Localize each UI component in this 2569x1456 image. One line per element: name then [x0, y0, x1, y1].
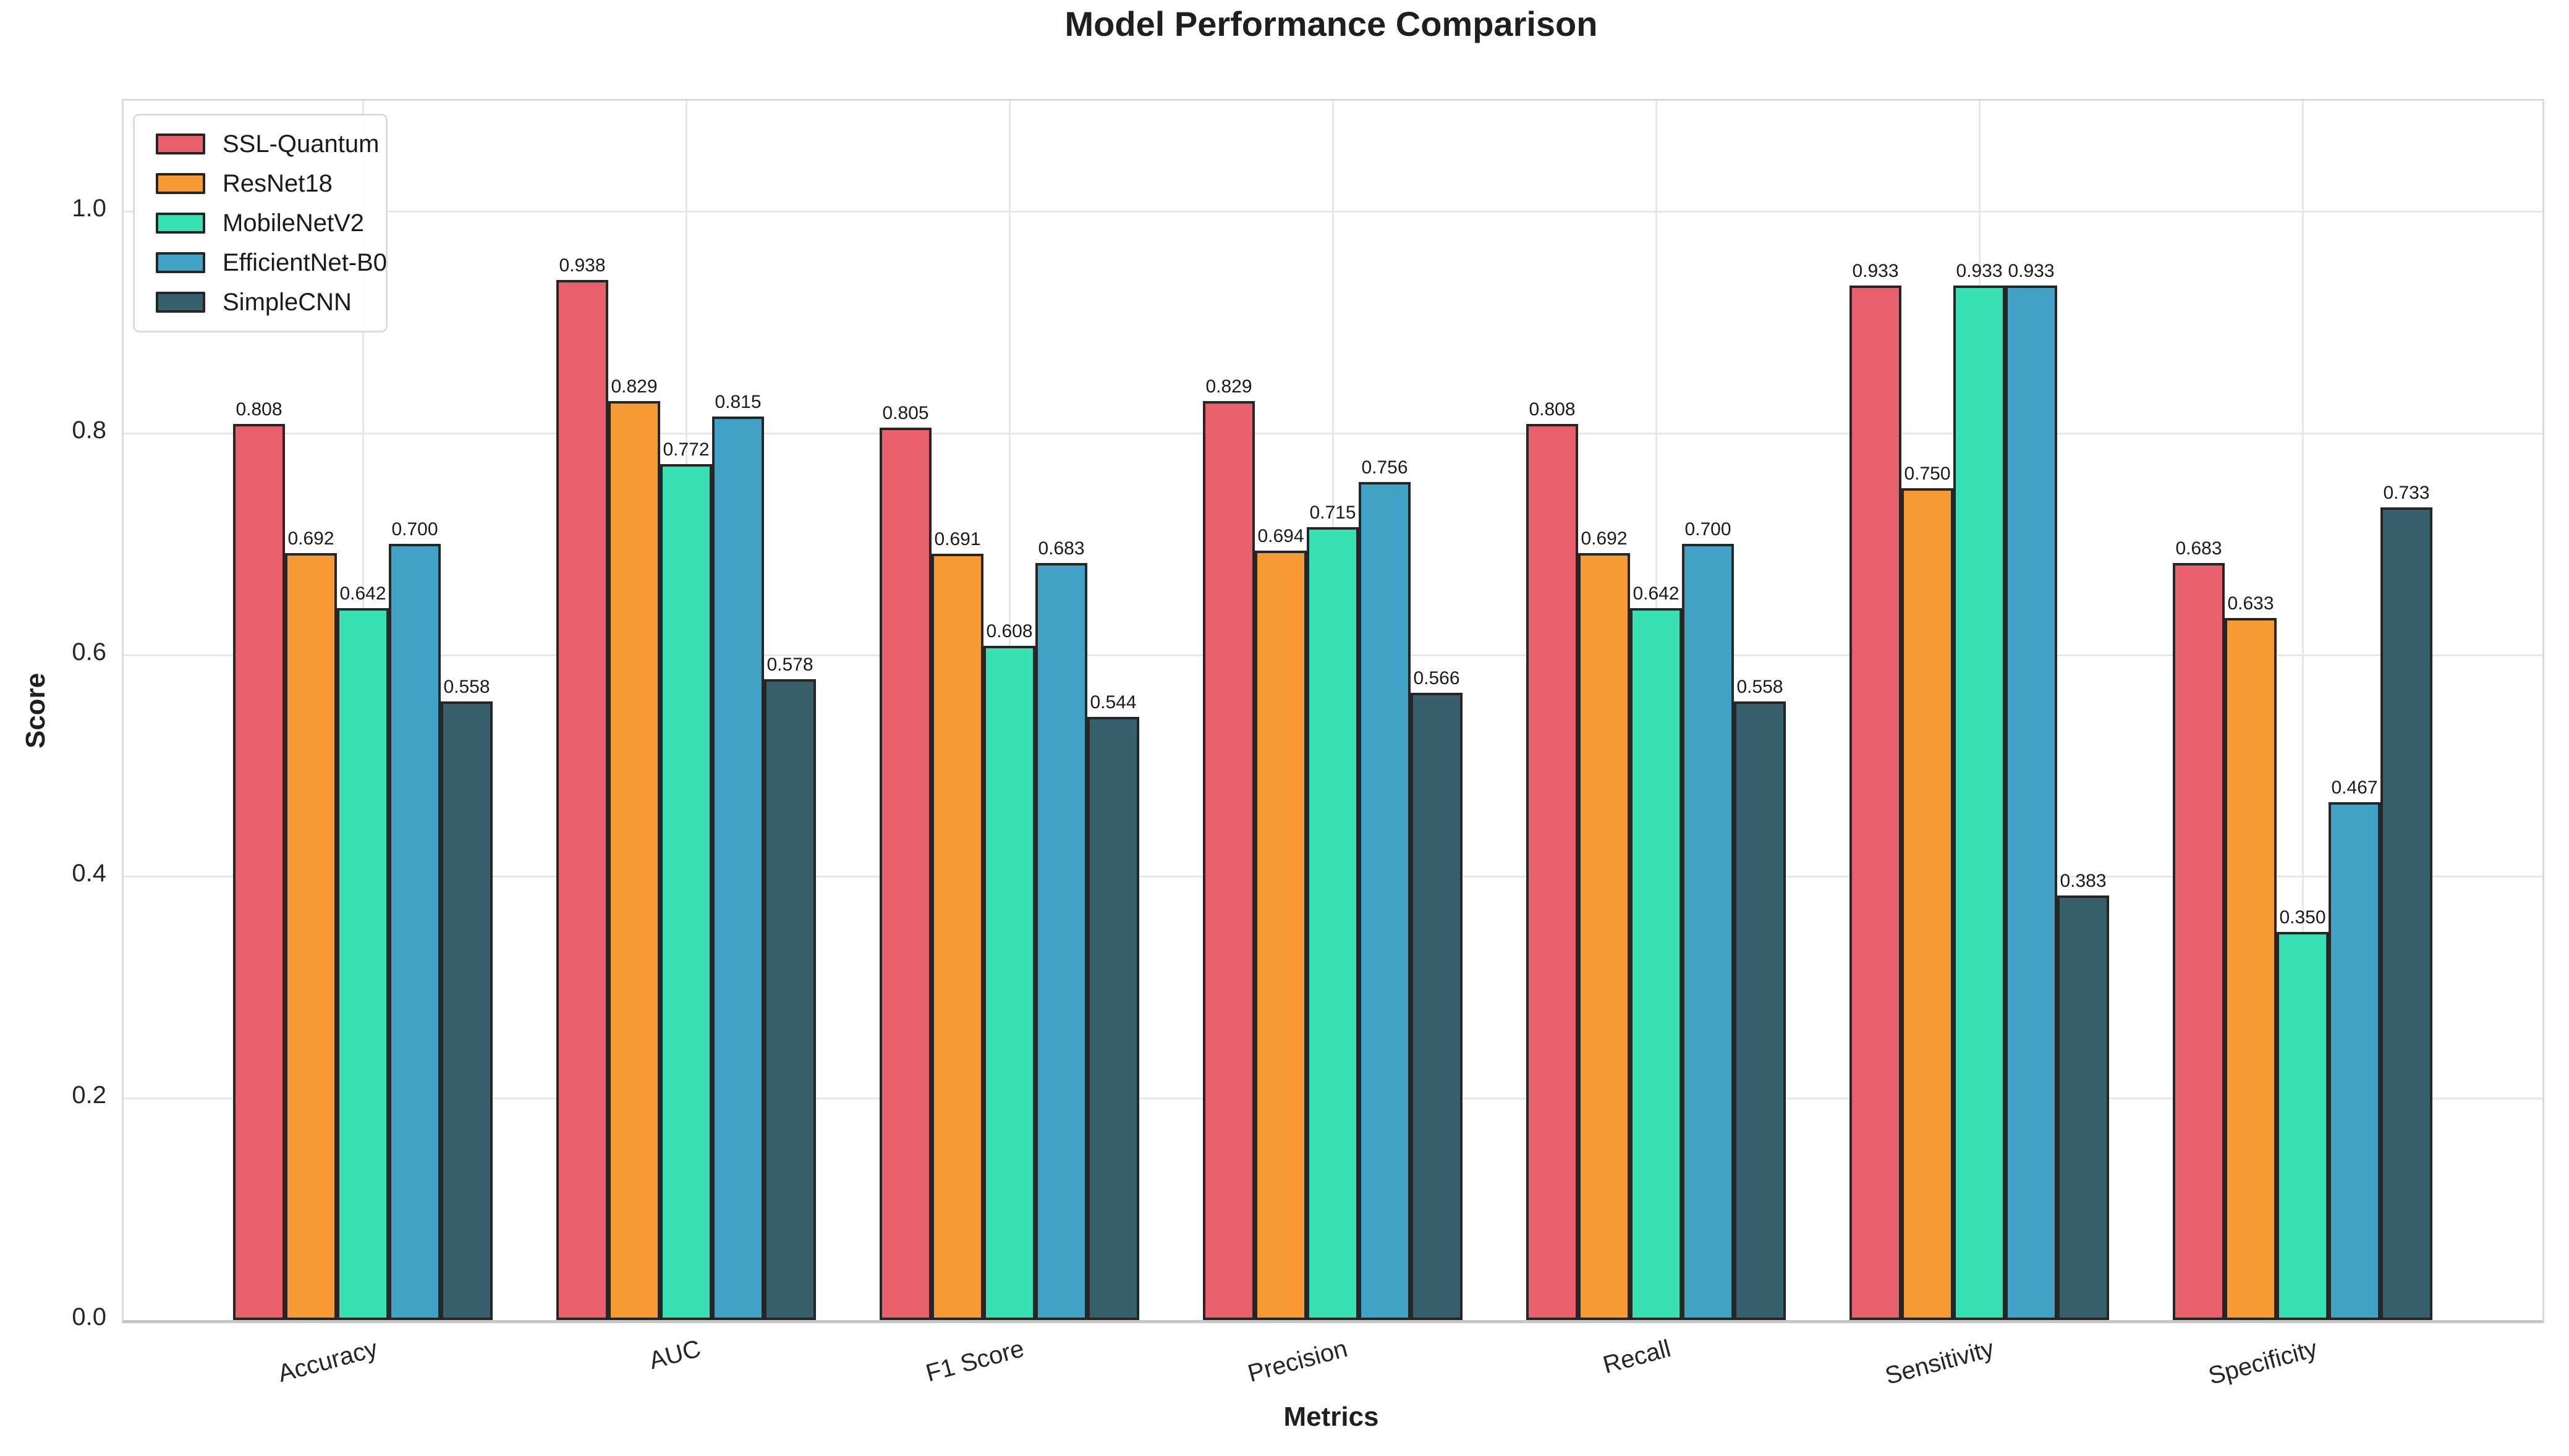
bar-value-label: 0.683: [2175, 538, 2222, 559]
legend-item: MobileNetV2: [135, 203, 386, 243]
bar: [1849, 286, 1901, 1320]
bar-value-label: 0.700: [391, 519, 438, 540]
bar: [1901, 488, 1953, 1320]
bar-value-label: 0.608: [986, 621, 1033, 641]
bar-value-label: 0.933: [2008, 261, 2055, 281]
bar: [764, 679, 816, 1320]
x-gridline: [2302, 101, 2304, 1320]
bar: [2225, 618, 2277, 1320]
bar: [556, 280, 608, 1320]
legend-item: SimpleCNN: [135, 282, 386, 322]
bar-value-label: 0.805: [882, 403, 929, 423]
legend: SSL-Quantum ResNet18 MobileNetV2 EfficientN…: [133, 114, 388, 332]
bar: [1307, 527, 1359, 1320]
bar-value-label: 0.750: [1904, 463, 1951, 484]
bar-value-label: 0.350: [2279, 907, 2326, 928]
legend-label: SSL-Quantum: [223, 130, 380, 158]
bar-value-label: 0.694: [1257, 526, 1304, 546]
y-tick-label: 0.2: [72, 1081, 106, 1109]
bar: [2173, 563, 2225, 1320]
bar-value-label: 0.808: [1529, 399, 1576, 420]
chart-title: Model Performance Comparison: [1064, 4, 1598, 43]
legend-label: ResNet18: [223, 169, 333, 197]
bar: [1734, 701, 1786, 1320]
bar-value-label: 0.566: [1413, 668, 1460, 688]
legend-item: EfficientNet-B0: [135, 243, 388, 282]
bar-value-label: 0.683: [1038, 538, 1085, 559]
bar-value-label: 0.756: [1361, 457, 1408, 478]
bar: [2329, 802, 2380, 1320]
bar-value-label: 0.808: [236, 399, 282, 420]
legend-swatch: [156, 173, 205, 194]
bar-value-label: 0.692: [1581, 528, 1628, 549]
bar-value-label: 0.642: [339, 583, 386, 604]
bar: [880, 428, 932, 1320]
bar-value-label: 0.829: [611, 376, 658, 397]
bar: [1578, 553, 1630, 1320]
bar-value-label: 0.691: [934, 529, 981, 549]
bar: [1630, 608, 1682, 1320]
bar-value-label: 0.642: [1633, 583, 1679, 604]
bar: [660, 464, 712, 1320]
bar: [2057, 895, 2109, 1320]
bar: [2380, 507, 2432, 1320]
bar: [1203, 401, 1255, 1320]
legend-swatch: [156, 133, 205, 154]
bar: [608, 401, 660, 1320]
bar: [1411, 693, 1463, 1320]
legend-item: SSL-Quantum: [135, 124, 386, 164]
legend-swatch: [156, 292, 205, 313]
y-axis-label-text: Score: [20, 672, 51, 749]
bar-value-label: 0.772: [663, 439, 710, 460]
bar: [1255, 551, 1307, 1320]
bar-value-label: 0.633: [2227, 593, 2274, 614]
bar-value-label: 0.544: [1090, 692, 1137, 713]
x-axis-label: Metrics: [1283, 1402, 1379, 1432]
bar: [932, 554, 983, 1320]
y-tick-label: 0.0: [72, 1303, 106, 1331]
legend-label: EfficientNet-B0: [223, 248, 388, 276]
legend-label: SimpleCNN: [223, 288, 352, 316]
bar-value-label: 0.467: [2331, 777, 2378, 798]
bar-value-label: 0.829: [1205, 376, 1252, 397]
bar-value-label: 0.383: [2060, 871, 2107, 891]
bar: [441, 701, 493, 1320]
bar: [1526, 424, 1578, 1320]
legend-swatch: [156, 213, 205, 234]
bar: [1035, 563, 1087, 1320]
bar: [2005, 286, 2057, 1320]
bar: [2277, 932, 2329, 1320]
bar-value-label: 0.578: [766, 654, 813, 675]
legend-label: MobileNetV2: [223, 209, 365, 237]
bar: [1953, 286, 2005, 1320]
legend-swatch: [156, 252, 205, 273]
bar: [1359, 482, 1411, 1320]
y-axis-label: Score: [11, 587, 61, 834]
bar-value-label: 0.558: [443, 677, 490, 697]
bar: [337, 608, 389, 1320]
bar: [1682, 544, 1734, 1320]
bar: [285, 553, 337, 1320]
bar: [233, 424, 285, 1320]
bar-value-label: 0.933: [1852, 261, 1899, 281]
legend-item: ResNet18: [135, 164, 386, 203]
bar-value-label: 0.700: [1684, 519, 1731, 540]
y-tick-label: 0.4: [72, 860, 106, 887]
bar: [983, 646, 1035, 1320]
y-tick-label: 0.6: [72, 638, 106, 666]
bar-value-label: 0.558: [1736, 677, 1783, 697]
bar: [389, 544, 441, 1320]
bar-value-label: 0.692: [287, 528, 334, 549]
bar: [1087, 717, 1139, 1320]
bar-value-label: 0.733: [2383, 483, 2430, 503]
plot-area: 0.808 0.692 0.642 0.700 0.558 0.938 0.829 0.772…: [122, 99, 2544, 1323]
bar: [712, 417, 764, 1320]
y-tick-label: 0.8: [72, 416, 106, 444]
y-tick-label: 1.0: [72, 195, 106, 222]
bar-value-label: 0.715: [1309, 502, 1356, 523]
bar-value-label: 0.815: [715, 392, 762, 412]
bar-value-label: 0.933: [1956, 261, 2003, 281]
bar-value-label: 0.938: [559, 255, 606, 276]
